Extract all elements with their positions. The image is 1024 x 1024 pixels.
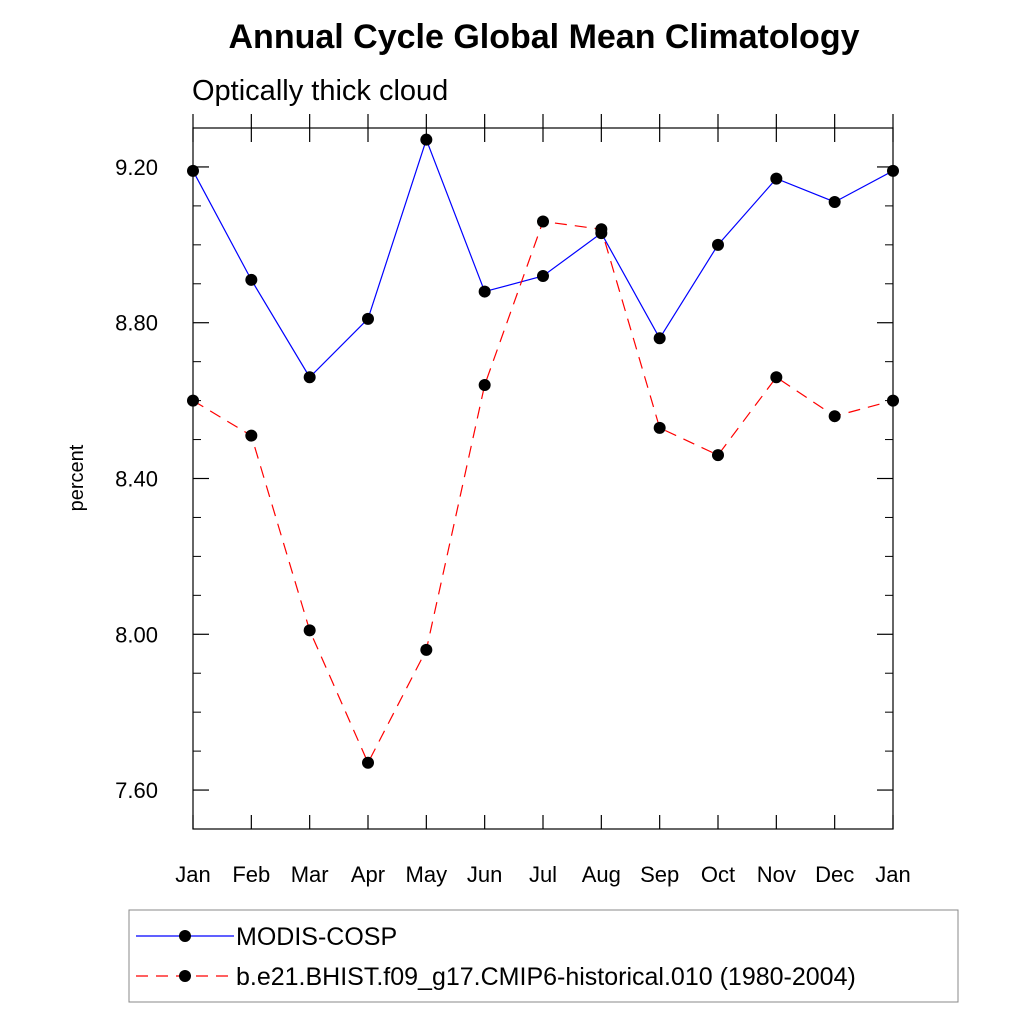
series-2-point	[420, 643, 433, 656]
series-1-point	[887, 164, 899, 177]
series-1-point	[653, 332, 666, 345]
x-tick-label: Sep	[640, 862, 679, 887]
legend: MODIS-COSP b.e21.BHIST.f09_g17.CMIP6-hist…	[136, 923, 856, 991]
chart-subtitle: Optically thick cloud	[192, 75, 448, 107]
y-tick-label: 8.00	[115, 622, 158, 647]
legend-label-2: b.e21.BHIST.f09_g17.CMIP6-historical.010…	[236, 963, 856, 991]
y-tick-label: 7.60	[115, 778, 158, 803]
y-tick-label: 8.40	[115, 467, 158, 492]
x-tick-label: Jan	[875, 862, 910, 887]
series-2-point	[478, 379, 491, 392]
legend-box	[128, 909, 959, 1003]
series-2-point	[887, 394, 899, 407]
x-tick-label: Apr	[351, 862, 385, 887]
series-2-point	[653, 421, 666, 434]
series-1-point	[420, 133, 433, 146]
series-1-point	[770, 172, 783, 185]
chart-title: Annual Cycle Global Mean Climatology	[229, 18, 860, 56]
series-1-point	[478, 285, 491, 298]
x-tick-labels: Jan Feb Mar Apr May Jun Jul Aug Sep Oct Nov Dec Jan	[175, 862, 910, 887]
series-2-point	[303, 624, 316, 637]
legend-label-1: MODIS-COSP	[236, 923, 397, 951]
series-1-point	[187, 164, 199, 177]
series-2-point	[362, 756, 374, 769]
series-2-point	[712, 449, 724, 462]
series-1-point	[537, 269, 549, 282]
y-axis-label: percent	[66, 444, 88, 511]
y-tick-label: 9.20	[115, 155, 158, 180]
series-2-point	[187, 394, 199, 407]
series-1-point	[712, 238, 724, 251]
x-tick-label: Oct	[701, 862, 735, 887]
series-1-point	[245, 273, 258, 286]
x-tick-label: Jun	[467, 862, 502, 887]
legend-marker-1	[179, 930, 191, 942]
series-2-point	[245, 429, 258, 442]
x-tick-label: Mar	[291, 862, 329, 887]
x-tick-label: May	[406, 862, 448, 887]
x-tick-label: Jan	[175, 862, 210, 887]
series-1-point	[362, 312, 374, 325]
series-line-2	[192, 220, 894, 765]
plot-frame	[192, 127, 894, 830]
x-tick-label: Jul	[529, 862, 557, 887]
series-1-point	[303, 371, 316, 384]
x-tick-label: Feb	[232, 862, 270, 887]
x-tick-label: Dec	[815, 862, 854, 887]
axis-ticks	[192, 114, 894, 829]
x-tick-label: Nov	[757, 862, 796, 887]
x-tick-label: Aug	[582, 862, 621, 887]
series-line-1	[192, 137, 894, 379]
series-2-point	[828, 410, 841, 423]
series-layer	[187, 133, 899, 769]
y-tick-label: 8.80	[115, 311, 158, 336]
legend-marker-2	[179, 970, 191, 982]
series-2-point	[595, 223, 608, 236]
series-2-point	[770, 371, 783, 384]
y-tick-labels: 7.60 8.00 8.40 8.80 9.20	[115, 155, 158, 803]
series-1-point	[828, 195, 841, 208]
series-2-point	[537, 215, 549, 228]
